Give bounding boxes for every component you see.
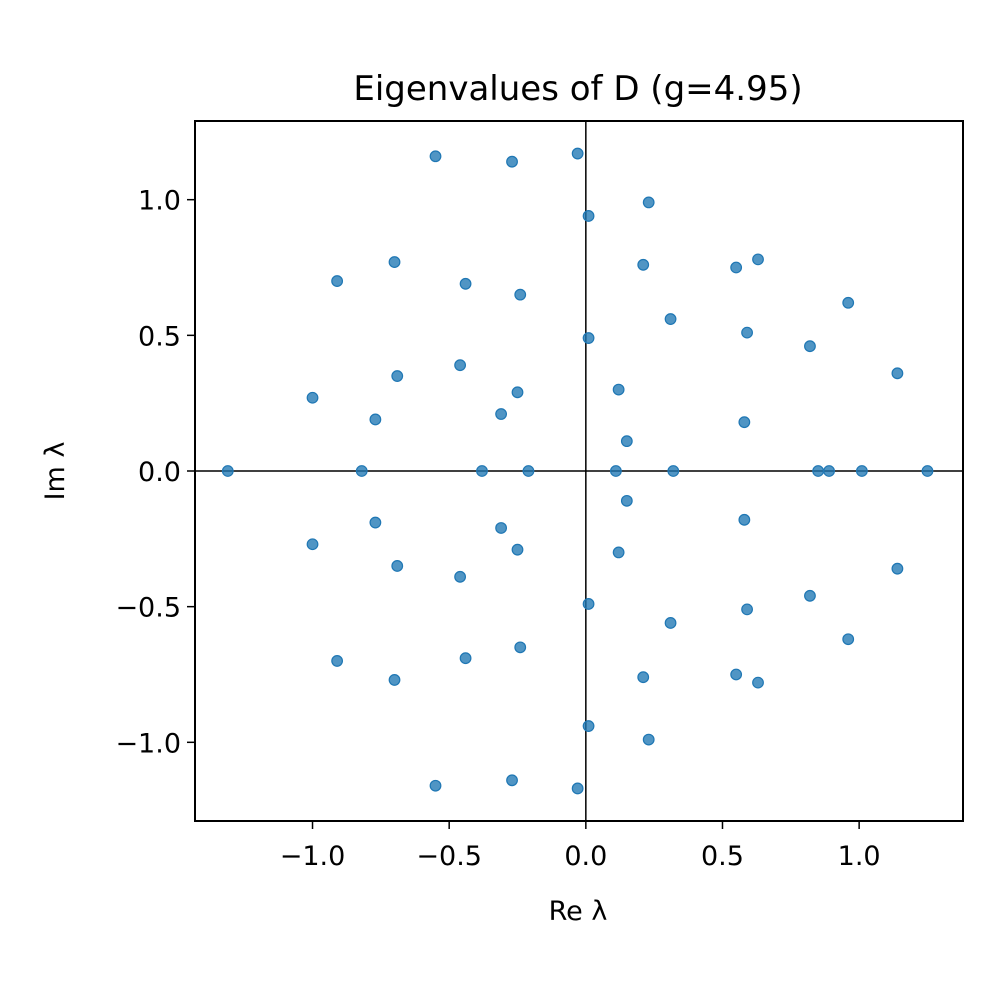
data-point-8 <box>855 465 868 477</box>
data-point-51 <box>306 538 319 551</box>
data-point-23 <box>388 674 401 686</box>
data-point-22 <box>388 256 401 268</box>
data-point-57 <box>511 543 524 556</box>
data-point-46 <box>454 359 467 372</box>
data-point-17 <box>642 733 655 746</box>
x-tick-label-2: 0.0 <box>564 841 607 872</box>
data-point-7 <box>823 465 835 477</box>
data-point-27 <box>514 641 527 654</box>
data-point-58 <box>612 383 625 396</box>
data-point-24 <box>459 277 472 290</box>
y-tick-label-2: 0.0 <box>138 457 181 488</box>
data-point-12 <box>506 155 518 168</box>
y-tick-label-4: 1.0 <box>138 186 181 217</box>
x-tick-label-4: 1.0 <box>838 841 881 872</box>
data-point-20 <box>331 275 344 287</box>
x-axis-label: Re λ <box>549 896 608 927</box>
data-point-47 <box>454 570 467 583</box>
data-point-43 <box>582 598 595 610</box>
data-point-31 <box>730 668 743 681</box>
data-point-9 <box>921 465 934 477</box>
data-point-11 <box>429 779 442 792</box>
data-point-48 <box>391 370 404 382</box>
data-point-62 <box>738 416 751 429</box>
data-point-39 <box>741 603 753 616</box>
data-point-54 <box>495 408 508 420</box>
data-point-34 <box>842 296 855 309</box>
data-point-44 <box>891 367 904 380</box>
data-point-16 <box>642 196 655 209</box>
data-point-41 <box>804 589 816 602</box>
data-point-61 <box>620 494 633 507</box>
data-point-28 <box>637 258 650 271</box>
data-point-53 <box>369 516 382 529</box>
data-point-3 <box>522 465 535 477</box>
data-point-63 <box>738 513 751 526</box>
x-tick-label-3: 0.5 <box>701 841 744 872</box>
data-point-38 <box>741 326 753 339</box>
data-point-4 <box>609 465 622 477</box>
data-point-18 <box>582 210 595 222</box>
data-point-36 <box>664 313 677 325</box>
data-point-25 <box>459 652 472 665</box>
data-point-59 <box>612 546 625 559</box>
plot-frame <box>194 120 964 822</box>
data-point-2 <box>476 465 488 477</box>
data-point-50 <box>306 391 319 404</box>
data-point-60 <box>620 435 633 448</box>
y-tick-label-0: −1.0 <box>115 728 181 759</box>
data-point-15 <box>571 782 584 795</box>
x-tick-label-0: −1.0 <box>280 841 346 872</box>
data-point-35 <box>842 633 855 646</box>
y-tick-label-1: −0.5 <box>115 593 181 624</box>
data-point-1 <box>355 465 368 477</box>
data-point-13 <box>506 774 518 787</box>
data-point-29 <box>637 671 650 684</box>
y-axis-label: Im λ <box>40 442 71 501</box>
data-point-55 <box>495 522 508 534</box>
data-point-6 <box>812 465 825 477</box>
data-point-40 <box>804 340 816 353</box>
data-point-14 <box>571 147 584 160</box>
data-point-42 <box>582 332 595 344</box>
data-point-45 <box>891 562 904 575</box>
y-tick-label-3: 0.5 <box>138 321 181 352</box>
chart-title: Eigenvalues of D (g=4.95) <box>353 69 802 109</box>
plot-area: −1.0 −0.5 0.0 0.5 1.0 −1.0 −0.5 0.0 0.5 1.0 <box>115 120 964 872</box>
data-point-52 <box>369 413 382 426</box>
data-point-10 <box>429 150 442 163</box>
data-point-37 <box>664 617 677 629</box>
data-point-5 <box>667 465 680 477</box>
data-point-33 <box>752 676 764 689</box>
data-point-32 <box>752 253 764 266</box>
x-tick-label-1: −0.5 <box>416 841 482 872</box>
data-point-56 <box>511 386 524 399</box>
data-point-21 <box>331 655 344 667</box>
data-point-26 <box>514 288 527 301</box>
data-point-0 <box>221 465 234 477</box>
data-point-30 <box>730 261 743 274</box>
data-point-49 <box>391 560 404 572</box>
data-point-19 <box>582 720 595 732</box>
